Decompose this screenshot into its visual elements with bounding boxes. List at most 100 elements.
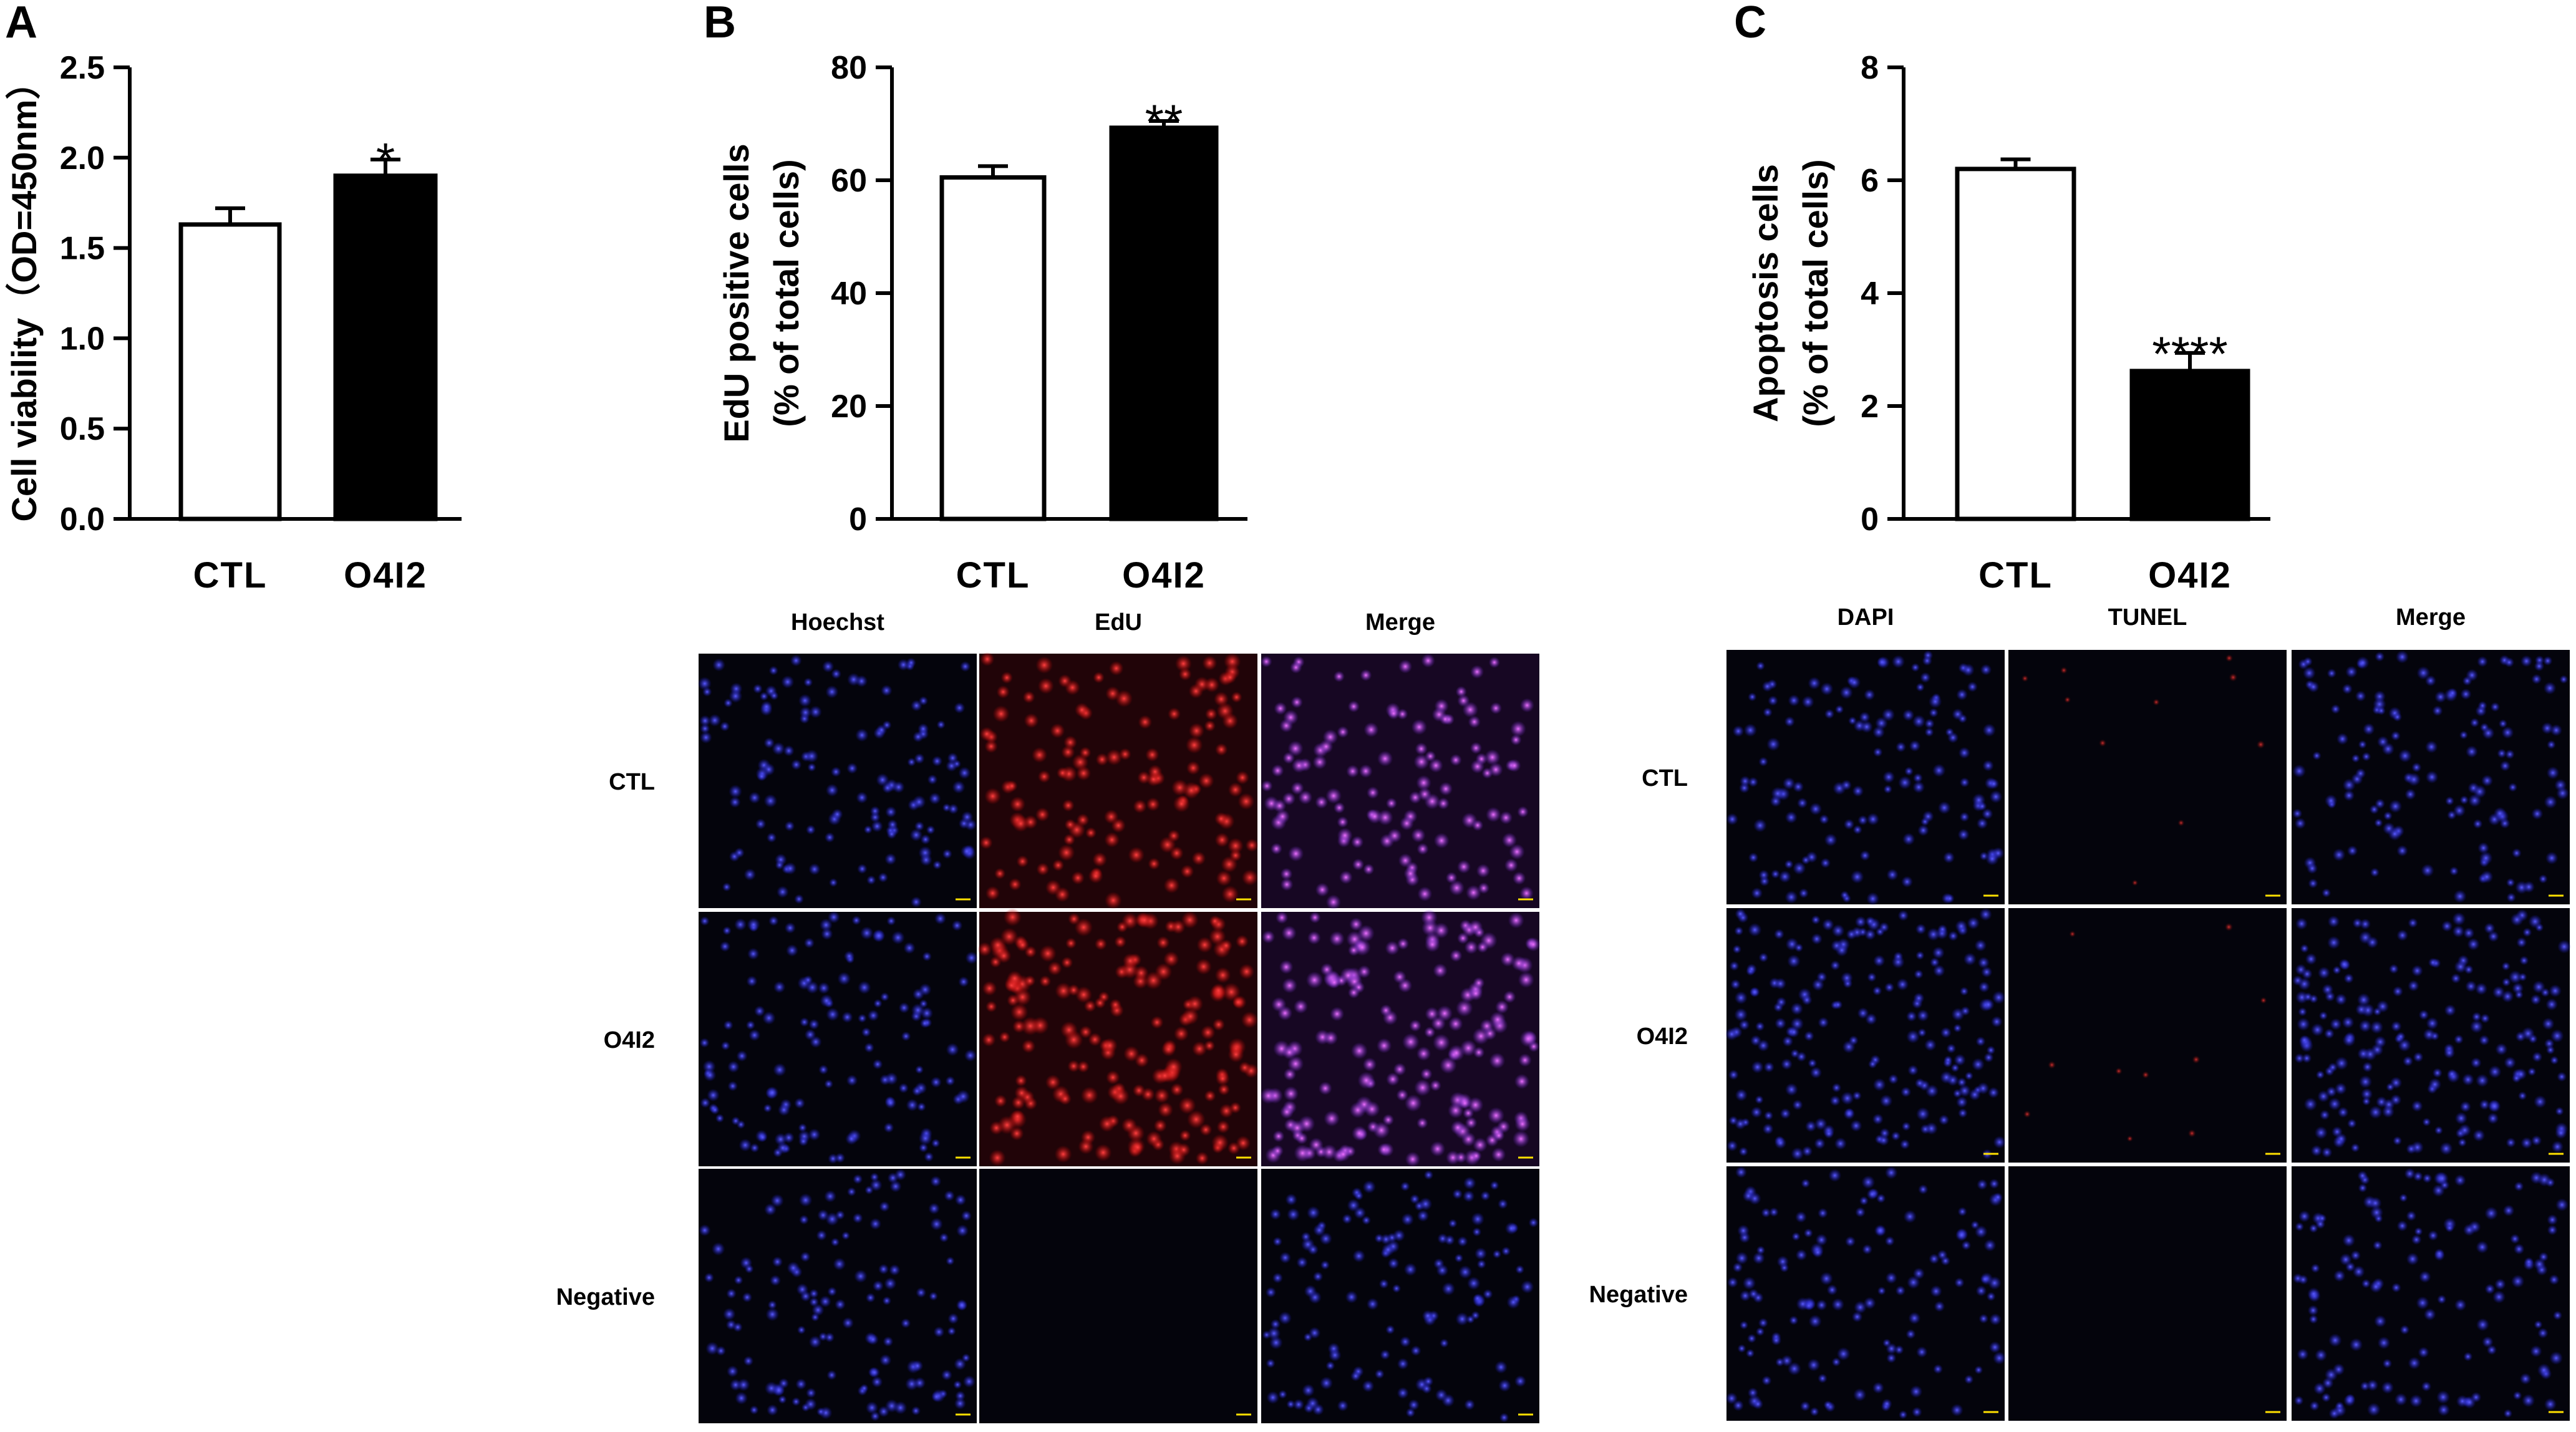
cell-nucleus xyxy=(1357,1072,1375,1090)
panel-label-a: A xyxy=(5,0,37,47)
cell-nucleus xyxy=(1922,810,1934,823)
cell-nucleus xyxy=(2550,724,2563,737)
cell-nucleus xyxy=(1519,698,1534,713)
cell-nucleus xyxy=(2522,881,2535,893)
cell-nucleus xyxy=(922,951,932,962)
cell-nucleus xyxy=(853,1174,863,1184)
cell-nucleus xyxy=(1851,1311,1863,1323)
cell-nucleus xyxy=(2522,1394,2535,1408)
cell-nucleus xyxy=(867,1333,879,1345)
cell-nucleus xyxy=(2309,1400,2320,1411)
cell-nucleus xyxy=(858,980,871,995)
cell-nucleus xyxy=(2457,1138,2467,1148)
cell-nucleus xyxy=(1820,682,1834,696)
cell-nucleus xyxy=(2388,826,2402,841)
cell-nucleus xyxy=(1077,1060,1090,1073)
cell-nucleus xyxy=(769,691,779,700)
cell-nucleus xyxy=(1274,702,1287,715)
cell-nucleus xyxy=(830,767,841,777)
cell-nucleus xyxy=(765,1086,779,1100)
cell-nucleus xyxy=(767,1300,777,1310)
cell-nucleus xyxy=(2370,1020,2384,1034)
cell-nucleus xyxy=(1204,677,1220,693)
cell-nucleus xyxy=(999,1031,1010,1043)
cell-nucleus xyxy=(861,1027,871,1037)
cell-nucleus xyxy=(1775,1357,1785,1367)
cell-nucleus xyxy=(1437,797,1450,810)
cell-nucleus xyxy=(903,942,916,954)
cell-nucleus xyxy=(2381,1381,2394,1394)
cell-nucleus xyxy=(2357,1170,2368,1181)
cell-nucleus xyxy=(1307,1244,1319,1255)
cell-nucleus xyxy=(1462,1107,1474,1119)
cell-nucleus xyxy=(1510,720,1526,737)
cell-nucleus xyxy=(985,1000,997,1013)
cell-nucleus xyxy=(2314,1126,2328,1139)
cell-nucleus xyxy=(1801,695,1814,709)
cell-nucleus xyxy=(2292,975,2303,986)
cell-nucleus xyxy=(934,912,947,925)
cell-nucleus xyxy=(901,1031,911,1042)
cell-nucleus xyxy=(2393,1136,2403,1146)
cell-nucleus xyxy=(1094,1144,1112,1161)
cell-nucleus xyxy=(851,915,861,926)
cell-nucleus xyxy=(2324,794,2338,808)
cell-nucleus xyxy=(2458,1123,2472,1137)
cell-nucleus xyxy=(1907,1065,1919,1076)
cell-nucleus xyxy=(1809,1067,1823,1079)
cell-nucleus xyxy=(846,1187,856,1197)
cell-nucleus xyxy=(1852,1091,1862,1101)
cell-nucleus xyxy=(1944,1055,1953,1065)
cell-nucleus xyxy=(1841,972,1853,985)
cell-nucleus xyxy=(2330,704,2341,714)
cell-nucleus xyxy=(1990,1015,2003,1028)
cell-nucleus xyxy=(1860,720,1873,733)
cell-nucleus xyxy=(1763,1110,1774,1121)
cell-nucleus xyxy=(1347,1199,1360,1212)
cell-nucleus xyxy=(1982,760,1994,772)
cell-nucleus xyxy=(1463,1176,1476,1190)
cell-nucleus xyxy=(1298,790,1313,805)
cell-nucleus xyxy=(833,1257,846,1271)
cell-nucleus xyxy=(808,1335,822,1348)
cell-nucleus xyxy=(1732,944,1742,954)
cell-nucleus xyxy=(792,1397,801,1406)
cell-nucleus xyxy=(942,849,952,859)
cell-nucleus xyxy=(2406,1252,2419,1265)
cell-nucleus xyxy=(2333,1269,2346,1282)
cell-nucleus xyxy=(1408,1399,1420,1411)
cell-nucleus xyxy=(930,1076,942,1088)
cell-nucleus xyxy=(1241,1011,1258,1028)
cell-nucleus xyxy=(1064,818,1077,831)
cell-nucleus xyxy=(1441,1282,1456,1296)
cell-nucleus xyxy=(2187,1129,2196,1138)
cell-nucleus xyxy=(1839,685,1853,700)
micrograph-o4i2-tunel xyxy=(2008,908,2287,1163)
cell-nucleus xyxy=(1144,971,1163,990)
cell-nucleus xyxy=(804,1028,816,1041)
cell-nucleus xyxy=(1784,890,1798,904)
cell-nucleus xyxy=(732,1322,743,1332)
cell-nucleus xyxy=(697,677,712,690)
cell-nucleus xyxy=(1932,946,1945,959)
cell-nucleus xyxy=(2510,912,2524,927)
cell-nucleus xyxy=(1980,1274,1990,1284)
cell-nucleus xyxy=(2454,1299,2467,1312)
cell-nucleus xyxy=(1416,1117,1428,1129)
cell-nucleus xyxy=(2462,927,2475,939)
cell-nucleus xyxy=(2545,1045,2555,1055)
cell-nucleus xyxy=(856,791,868,804)
cell-nucleus xyxy=(747,917,760,932)
cell-nucleus xyxy=(1455,999,1473,1017)
cell-nucleus xyxy=(2559,675,2569,684)
cell-nucleus xyxy=(1347,944,1360,957)
cell-nucleus xyxy=(2152,699,2160,706)
cell-nucleus xyxy=(1747,1387,1758,1398)
cell-nucleus xyxy=(1937,924,1948,935)
cell-nucleus xyxy=(1050,723,1065,738)
cell-nucleus xyxy=(1295,1132,1308,1144)
cell-nucleus xyxy=(1879,1094,1893,1108)
cell-nucleus xyxy=(1854,1300,1867,1314)
cell-nucleus xyxy=(827,911,840,924)
